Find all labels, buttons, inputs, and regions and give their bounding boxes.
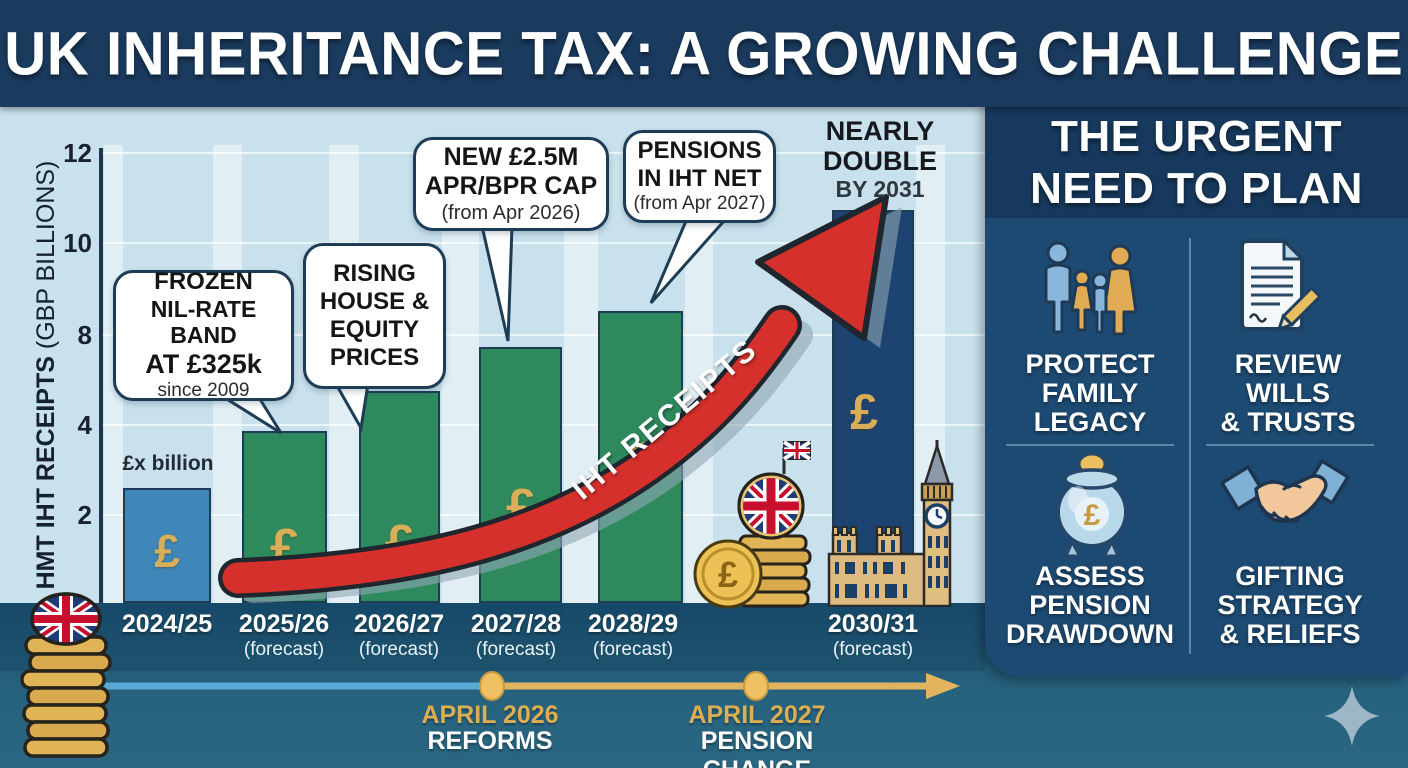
x-label-forecast: (forecast) (832, 639, 914, 660)
gridline (101, 334, 985, 336)
union-jack-coin (737, 472, 805, 540)
bar-2024-25 (123, 488, 211, 603)
will-document-icon (1240, 238, 1323, 332)
timeline-event-title: APRIL 2027 (688, 701, 826, 729)
bar-shadow (832, 604, 914, 613)
x-label-year: 2028/29 (587, 610, 679, 638)
callout-pensions-iht-net: PENSIONS IN IHT NET (from Apr 2027) (623, 130, 776, 223)
pencil (1276, 285, 1323, 332)
y-tick: 12 (63, 138, 92, 168)
timeline-arrowhead (926, 673, 960, 699)
bar-shadow (479, 604, 562, 613)
x-label-forecast: (forecast) (358, 639, 440, 660)
panel-vertical-divider (1189, 238, 1191, 654)
y-tick: 4 (77, 410, 92, 440)
union-jack-flag (782, 440, 812, 461)
pound-symbol: £ (850, 384, 878, 440)
quadrant-label-review-wills: REVIEW WILLS & TRUSTS (1220, 349, 1356, 437)
bar-shadow (359, 604, 440, 613)
x-label-forecast: (forecast) (475, 639, 557, 660)
svg-text:£: £ (718, 554, 738, 595)
page-title: UK INHERITANCE TAX: A GROWING CHALLENGE (4, 18, 1404, 89)
coin-stack (20, 635, 112, 758)
pound-coin: £ (693, 539, 763, 609)
x-label-year: 2025/26 (238, 610, 330, 638)
handshake-icon (1220, 459, 1350, 523)
x-label-forecast: (forecast) (243, 639, 325, 660)
x-label-band (0, 603, 985, 671)
x-label-year: 2030/31 (827, 610, 919, 638)
quadrant-label-gifting-strategy: GIFTING STRATEGY & RELIEFS (1217, 561, 1363, 649)
growth-arrow (216, 194, 902, 603)
panel-horizontal-divider (1206, 444, 1374, 446)
x-label-forecast: (forecast) (592, 639, 674, 660)
westminster-palace (827, 526, 927, 607)
timeline-event-subtitle: PENSION CHANGE (700, 727, 814, 768)
union-jack-coin-stack: £ (693, 440, 812, 609)
union-jack-coin-stack-left (20, 592, 112, 758)
panel-title-line2: NEED TO PLAN (1030, 163, 1363, 213)
pension-pot-icon: £ (1056, 452, 1128, 558)
family-icon (1044, 241, 1138, 336)
panel-header: THE URGENT NEED TO PLAN (985, 107, 1408, 218)
svg-text:£: £ (1084, 499, 1101, 532)
bar-shadow (123, 604, 211, 613)
pound-symbol: £ (154, 525, 180, 577)
signature-squiggle (1248, 313, 1268, 323)
big-ben-tower (920, 440, 954, 607)
sparkle-icon (1324, 686, 1380, 746)
y-tick: 2 (77, 500, 92, 530)
x-label-year: 2026/27 (353, 610, 445, 638)
y-tick: 10 (63, 228, 92, 258)
gridline (101, 242, 985, 244)
timeline (91, 671, 960, 701)
timeline-event-title: APRIL 2026 (421, 701, 559, 729)
y-tick: 8 (77, 320, 92, 350)
nearly-double-annotation: NEARLY DOUBLE BY 2031 (823, 116, 937, 203)
bar-shadow (242, 604, 327, 613)
callout-tails (216, 219, 728, 435)
banner: UK INHERITANCE TAX: A GROWING CHALLENGE (0, 0, 1408, 107)
callout-frozen-nil-rate-band: FROZEN NIL-RATE BAND AT £325k since 2009 (113, 268, 294, 401)
x-label-year: 2024/25 (121, 610, 213, 638)
timeline-event-subtitle: REFORMS (427, 727, 553, 755)
unit-note: £x billion (122, 452, 214, 475)
panel-title-line1: THE URGENT (1051, 111, 1342, 161)
timeline-dot-2027 (743, 671, 769, 701)
panel-horizontal-divider (1006, 444, 1174, 446)
x-label-year: 2027/28 (470, 610, 562, 638)
callout-rising-prices: RISING HOUSE & EQUITY PRICES (303, 243, 446, 389)
timeline-dot-2026 (479, 671, 505, 701)
big-ben (827, 440, 954, 607)
quadrant-label-assess-pension: ASSESS PENSION DRAWDOWN (1006, 561, 1174, 649)
callout-apr-bpr-cap: NEW £2.5M APR/BPR CAP (from Apr 2026) (413, 137, 609, 231)
quadrant-label-protect-family: PROTECT FAMILY LEGACY (1025, 349, 1155, 437)
y-axis (99, 148, 103, 604)
bar-shadow (598, 604, 683, 613)
union-jack-coin (30, 592, 102, 646)
